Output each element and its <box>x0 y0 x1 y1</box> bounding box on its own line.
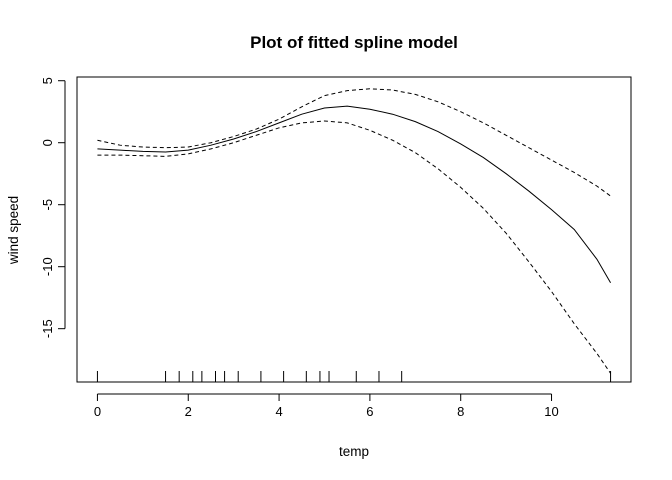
y-tick-label: -15 <box>40 319 55 338</box>
x-tick-label: 6 <box>366 404 373 419</box>
y-tick-label: -10 <box>40 257 55 276</box>
rug-layer <box>96 371 612 382</box>
plot-frame <box>76 76 632 383</box>
y-axis-label: wind speed <box>6 196 21 265</box>
series-layer <box>97 88 612 374</box>
fitted-spline-line <box>97 105 612 284</box>
y-axis: 5 0 -5 -10 -15 <box>40 77 66 338</box>
chart-title: Plot of fitted spline model <box>250 33 458 52</box>
y-tick-label: 0 <box>40 139 55 146</box>
confidence-band-line-1 <box>97 88 611 197</box>
y-tick-label: -5 <box>40 199 55 211</box>
x-tick-label: 4 <box>275 404 282 419</box>
x-axis-label: temp <box>339 444 369 459</box>
y-tick-label: 5 <box>40 77 55 84</box>
x-tick-label: 8 <box>457 404 464 419</box>
x-axis: 0 2 4 6 8 10 <box>94 393 559 419</box>
confidence-band-line-2 <box>97 120 611 374</box>
x-tick-label: 2 <box>185 404 192 419</box>
x-tick-label: 0 <box>94 404 101 419</box>
x-tick-label: 10 <box>544 404 558 419</box>
